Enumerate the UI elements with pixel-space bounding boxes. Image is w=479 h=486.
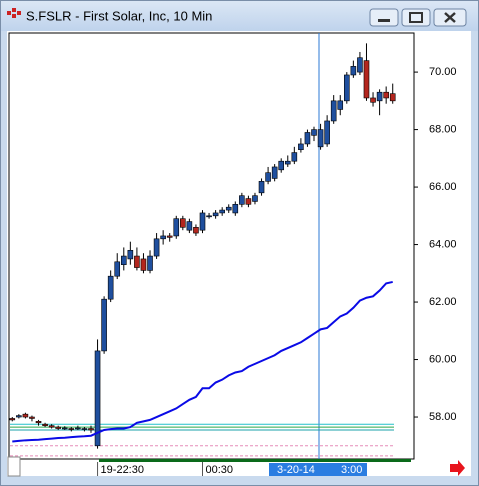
candle-body bbox=[147, 255, 153, 271]
candle-body bbox=[22, 413, 29, 418]
close-button[interactable] bbox=[433, 8, 467, 27]
candle-body bbox=[225, 206, 232, 211]
y-tick-label: 66.00 bbox=[429, 181, 457, 193]
x-tick-label: 00:30 bbox=[206, 464, 234, 476]
candle-body bbox=[120, 255, 127, 265]
cursor-label-box bbox=[269, 463, 367, 476]
candle-body bbox=[337, 100, 344, 110]
candle-body bbox=[245, 198, 252, 205]
y-tick-label: 68.00 bbox=[429, 123, 457, 135]
candle-body bbox=[344, 74, 350, 102]
candle-body bbox=[383, 91, 389, 99]
maximize-button[interactable] bbox=[401, 8, 431, 27]
candle-body bbox=[239, 195, 245, 205]
candle-body bbox=[160, 235, 166, 240]
candle-body bbox=[48, 425, 55, 428]
y-tick-label: 60.00 bbox=[429, 353, 457, 365]
candle-body bbox=[94, 350, 101, 447]
candle-body bbox=[186, 221, 193, 231]
minimize-button[interactable] bbox=[369, 8, 399, 27]
candle-body bbox=[370, 97, 376, 103]
x-axis-bar bbox=[99, 459, 411, 462]
candle-body bbox=[75, 427, 81, 430]
candle-body bbox=[29, 416, 35, 419]
candle-body bbox=[324, 120, 330, 145]
candle-body bbox=[363, 60, 370, 99]
candle-body bbox=[199, 212, 206, 231]
candle-body bbox=[252, 195, 258, 202]
candle-body bbox=[311, 129, 317, 136]
candle-body bbox=[271, 166, 278, 179]
candle-body bbox=[284, 160, 291, 165]
candle-body bbox=[357, 57, 363, 73]
candle-body bbox=[265, 172, 271, 182]
candle-body bbox=[304, 132, 311, 145]
candle-body bbox=[140, 258, 147, 271]
app-icon bbox=[7, 8, 21, 18]
line-series bbox=[12, 280, 393, 443]
plot-area bbox=[8, 32, 415, 460]
candle-body bbox=[317, 129, 324, 148]
x-tick-label: 19-22:30 bbox=[101, 464, 144, 476]
candle-body bbox=[212, 212, 219, 217]
candle-body bbox=[101, 298, 107, 352]
candle-body bbox=[330, 100, 337, 122]
cursor-date: 3-20-14 bbox=[277, 464, 315, 476]
y-tick-label: 64.00 bbox=[429, 238, 457, 250]
candle-body bbox=[61, 427, 68, 430]
candle-body bbox=[42, 423, 48, 426]
candle-body bbox=[134, 255, 140, 268]
candle-body bbox=[114, 261, 121, 277]
candle-body bbox=[55, 426, 61, 429]
y-tick-label: 58.00 bbox=[429, 411, 457, 423]
candle-body bbox=[291, 152, 298, 162]
candle-body bbox=[206, 215, 212, 218]
candle-body bbox=[298, 143, 304, 151]
candle-body bbox=[232, 204, 239, 214]
candle-body bbox=[81, 428, 88, 430]
candle-body bbox=[16, 415, 22, 418]
y-tick-label: 70.00 bbox=[429, 66, 457, 78]
candle-body bbox=[68, 428, 75, 430]
candle-body bbox=[9, 418, 16, 421]
candle-body bbox=[166, 235, 173, 238]
candle-body bbox=[180, 218, 186, 228]
candle-body bbox=[107, 275, 114, 300]
scroll-arrow[interactable] bbox=[450, 460, 465, 476]
candle-body bbox=[153, 238, 160, 257]
candle-body bbox=[35, 421, 42, 424]
candle-body bbox=[173, 218, 180, 237]
candle-body bbox=[193, 227, 199, 234]
y-tick-label: 62.00 bbox=[429, 296, 457, 308]
candle-body bbox=[127, 250, 134, 260]
candle-body bbox=[389, 93, 396, 102]
window-title: S.FSLR - First Solar, Inc, 10 Min bbox=[26, 8, 212, 23]
candle-body bbox=[376, 91, 383, 102]
corner-box[interactable] bbox=[7, 456, 21, 477]
candle-body bbox=[350, 66, 357, 76]
candle-body bbox=[219, 209, 225, 214]
candle-body bbox=[258, 181, 265, 194]
candle-body bbox=[278, 160, 285, 171]
cursor-time: 3:00 bbox=[341, 464, 362, 476]
candle-body bbox=[88, 428, 94, 431]
